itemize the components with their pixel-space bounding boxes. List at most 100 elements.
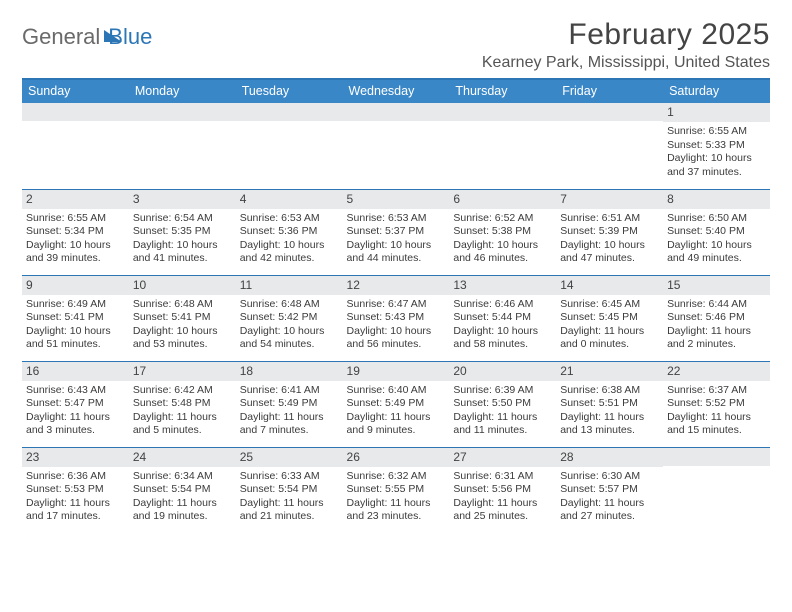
- day-number: 23: [22, 448, 129, 467]
- day-number: 14: [556, 276, 663, 295]
- day-number: 4: [236, 190, 343, 209]
- calendar-day-cell: 20Sunrise: 6:39 AMSunset: 5:50 PMDayligh…: [449, 361, 556, 447]
- day-number: 20: [449, 362, 556, 381]
- day-number: 21: [556, 362, 663, 381]
- calendar-day-cell: 27Sunrise: 6:31 AMSunset: 5:56 PMDayligh…: [449, 447, 556, 533]
- calendar-day-cell: 13Sunrise: 6:46 AMSunset: 5:44 PMDayligh…: [449, 275, 556, 361]
- daylight-text: Daylight: 10 hours and 42 minutes.: [240, 239, 339, 266]
- calendar-empty-cell: [343, 103, 450, 189]
- calendar-day-cell: 9 Sunrise: 6:49 AMSunset: 5:41 PMDaylight…: [22, 275, 129, 361]
- day-number: 2: [22, 190, 129, 209]
- sunrise-text: Sunrise: 6:31 AM: [453, 470, 552, 483]
- calendar-day-cell: 28 Sunrise: 6:30 AMSunset: 5:57 PMDayligh…: [556, 447, 663, 533]
- calendar-empty-cell: [556, 103, 663, 189]
- sunrise-text: Sunrise: 6:50 AM: [667, 212, 766, 225]
- calendar-day-cell: 8Sunrise: 6:50 AMSunset: 5:40 PMDaylight…: [663, 189, 770, 275]
- calendar-day-cell: 25Sunrise: 6:33 AMSunset: 5:54 PMDayligh…: [236, 447, 343, 533]
- daylight-text: Daylight: 11 hours and 27 minutes.: [560, 497, 659, 524]
- sunset-text: Sunset: 5:57 PM: [560, 483, 659, 496]
- daylight-text: Daylight: 11 hours and 13 minutes.: [560, 411, 659, 438]
- calendar-day-cell: 14Sunrise: 6:45 AMSunset: 5:45 PMDayligh…: [556, 275, 663, 361]
- sunset-text: Sunset: 5:53 PM: [26, 483, 125, 496]
- calendar-day-cell: 23 Sunrise: 6:36 AMSunset: 5:53 PMDayligh…: [22, 447, 129, 533]
- daylight-text: Daylight: 11 hours and 3 minutes.: [26, 411, 125, 438]
- sunrise-text: Sunrise: 6:39 AM: [453, 384, 552, 397]
- sunrise-text: Sunrise: 6:40 AM: [347, 384, 446, 397]
- logo-word-2: Blue: [108, 24, 152, 50]
- daylight-text: Daylight: 11 hours and 9 minutes.: [347, 411, 446, 438]
- daylight-text: Daylight: 10 hours and 46 minutes.: [453, 239, 552, 266]
- calendar-day-cell: 18Sunrise: 6:41 AMSunset: 5:49 PMDayligh…: [236, 361, 343, 447]
- day-number: 3: [129, 190, 236, 209]
- sunset-text: Sunset: 5:54 PM: [240, 483, 339, 496]
- day-number: [236, 103, 343, 121]
- sunrise-text: Sunrise: 6:55 AM: [667, 125, 766, 138]
- day-number: [663, 448, 770, 466]
- daylight-text: Daylight: 11 hours and 23 minutes.: [347, 497, 446, 524]
- day-number: [343, 103, 450, 121]
- sunrise-text: Sunrise: 6:38 AM: [560, 384, 659, 397]
- sunrise-text: Sunrise: 6:36 AM: [26, 470, 125, 483]
- sunset-text: Sunset: 5:41 PM: [26, 311, 125, 324]
- daylight-text: Daylight: 10 hours and 49 minutes.: [667, 239, 766, 266]
- weekday-header: Tuesday: [236, 79, 343, 103]
- weekday-header: Thursday: [449, 79, 556, 103]
- calendar-empty-cell: [449, 103, 556, 189]
- day-number: 12: [343, 276, 450, 295]
- weekday-header: Saturday: [663, 79, 770, 103]
- sunrise-text: Sunrise: 6:34 AM: [133, 470, 232, 483]
- logo: General Blue: [22, 18, 152, 50]
- calendar-day-cell: 4Sunrise: 6:53 AMSunset: 5:36 PMDaylight…: [236, 189, 343, 275]
- calendar-day-cell: 1Sunrise: 6:55 AMSunset: 5:33 PMDaylight…: [663, 103, 770, 189]
- daylight-text: Daylight: 10 hours and 58 minutes.: [453, 325, 552, 352]
- day-number: 1: [663, 103, 770, 122]
- day-number: 7: [556, 190, 663, 209]
- weekday-header: Sunday: [22, 79, 129, 103]
- calendar-day-cell: 3Sunrise: 6:54 AMSunset: 5:35 PMDaylight…: [129, 189, 236, 275]
- day-number: 22: [663, 362, 770, 381]
- day-number: 19: [343, 362, 450, 381]
- calendar-day-cell: 10Sunrise: 6:48 AMSunset: 5:41 PMDayligh…: [129, 275, 236, 361]
- sunrise-text: Sunrise: 6:33 AM: [240, 470, 339, 483]
- calendar-day-cell: 7Sunrise: 6:51 AMSunset: 5:39 PMDaylight…: [556, 189, 663, 275]
- month-title: February 2025: [482, 18, 770, 52]
- sunrise-text: Sunrise: 6:46 AM: [453, 298, 552, 311]
- calendar-empty-cell: [663, 447, 770, 533]
- day-number: 10: [129, 276, 236, 295]
- sunset-text: Sunset: 5:50 PM: [453, 397, 552, 410]
- day-number: 27: [449, 448, 556, 467]
- day-number: 11: [236, 276, 343, 295]
- day-number: [22, 103, 129, 121]
- daylight-text: Daylight: 11 hours and 15 minutes.: [667, 411, 766, 438]
- day-number: 28: [556, 448, 663, 467]
- calendar-empty-cell: [22, 103, 129, 189]
- daylight-text: Daylight: 10 hours and 53 minutes.: [133, 325, 232, 352]
- sunrise-text: Sunrise: 6:44 AM: [667, 298, 766, 311]
- sunrise-text: Sunrise: 6:51 AM: [560, 212, 659, 225]
- day-number: 9: [22, 276, 129, 295]
- sunrise-text: Sunrise: 6:47 AM: [347, 298, 446, 311]
- daylight-text: Daylight: 11 hours and 17 minutes.: [26, 497, 125, 524]
- daylight-text: Daylight: 11 hours and 19 minutes.: [133, 497, 232, 524]
- sunset-text: Sunset: 5:34 PM: [26, 225, 125, 238]
- sunset-text: Sunset: 5:49 PM: [240, 397, 339, 410]
- weekday-header: Wednesday: [343, 79, 450, 103]
- daylight-text: Daylight: 10 hours and 56 minutes.: [347, 325, 446, 352]
- day-number: 18: [236, 362, 343, 381]
- sunrise-text: Sunrise: 6:53 AM: [347, 212, 446, 225]
- daylight-text: Daylight: 10 hours and 41 minutes.: [133, 239, 232, 266]
- daylight-text: Daylight: 10 hours and 51 minutes.: [26, 325, 125, 352]
- sunset-text: Sunset: 5:47 PM: [26, 397, 125, 410]
- calendar-page: General Blue February 2025 Kearney Park,…: [0, 0, 792, 543]
- sunrise-text: Sunrise: 6:30 AM: [560, 470, 659, 483]
- sunset-text: Sunset: 5:54 PM: [133, 483, 232, 496]
- daylight-text: Daylight: 11 hours and 21 minutes.: [240, 497, 339, 524]
- sunset-text: Sunset: 5:38 PM: [453, 225, 552, 238]
- sunrise-text: Sunrise: 6:49 AM: [26, 298, 125, 311]
- calendar-day-cell: 11Sunrise: 6:48 AMSunset: 5:42 PMDayligh…: [236, 275, 343, 361]
- calendar-week-row: 23Sunrise: 6:36 AMSunset: 5:53 PMDayligh…: [22, 447, 770, 533]
- sunset-text: Sunset: 5:41 PM: [133, 311, 232, 324]
- day-number: 26: [343, 448, 450, 467]
- calendar-day-cell: 5Sunrise: 6:53 AMSunset: 5:37 PMDaylight…: [343, 189, 450, 275]
- day-number: 17: [129, 362, 236, 381]
